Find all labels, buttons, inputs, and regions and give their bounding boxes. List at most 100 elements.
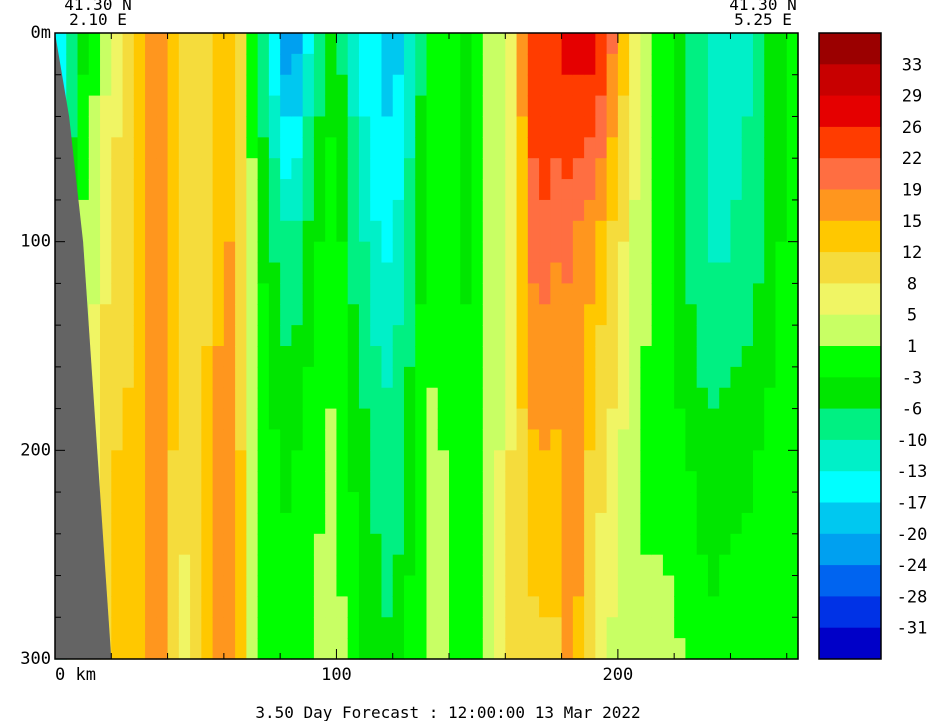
- heatmap-cell: [370, 366, 383, 389]
- heatmap-cell: [100, 95, 112, 118]
- heatmap-cell: [77, 199, 90, 222]
- heatmap-cell: [471, 450, 484, 472]
- heatmap-cell: [516, 596, 529, 618]
- heatmap-cell: [223, 638, 236, 660]
- heatmap-cell: [223, 387, 236, 410]
- heatmap-cell: [190, 471, 202, 493]
- heatmap-cell: [426, 220, 439, 243]
- heatmap-cell: [201, 53, 214, 76]
- heatmap-cell: [662, 241, 675, 264]
- heatmap-cell: [617, 408, 630, 431]
- heatmap-cell: [449, 387, 461, 410]
- heatmap-cell: [88, 325, 101, 347]
- heatmap-cell: [527, 533, 540, 556]
- heatmap-cell: [280, 450, 293, 472]
- heatmap-cell: [235, 346, 247, 368]
- heatmap-cell: [651, 283, 664, 305]
- heatmap-cell: [100, 304, 112, 326]
- heatmap-cell: [167, 304, 180, 326]
- heatmap-cell: [111, 575, 124, 597]
- heatmap-cell: [415, 158, 428, 180]
- heatmap-cell: [539, 492, 551, 514]
- heatmap-cell: [606, 158, 619, 180]
- heatmap-cell: [741, 137, 754, 159]
- heatmap-cell: [268, 325, 281, 347]
- heatmap-cell: [651, 471, 664, 493]
- heatmap-cell: [190, 429, 202, 451]
- heatmap-cell: [302, 450, 315, 472]
- heatmap-cell: [280, 304, 293, 326]
- heatmap-cell: [212, 617, 225, 639]
- heatmap-cell: [257, 638, 270, 660]
- heatmap-cell: [190, 450, 202, 472]
- heatmap-cell: [381, 74, 394, 97]
- heatmap-cell: [370, 575, 383, 597]
- heatmap-cell: [100, 137, 112, 159]
- heatmap-cell: [88, 179, 101, 201]
- heatmap-cell: [584, 137, 596, 159]
- heatmap-cell: [494, 325, 506, 347]
- heatmap-cell: [347, 429, 360, 451]
- heatmap-cell: [752, 533, 765, 556]
- heatmap-cell: [77, 74, 90, 97]
- heatmap-cell: [460, 554, 473, 577]
- heatmap-cell: [651, 346, 664, 368]
- heatmap-cell: [325, 346, 338, 368]
- heatmap-cell: [336, 533, 349, 556]
- y-tick-label: 200: [20, 440, 51, 460]
- heatmap-cell: [190, 366, 202, 389]
- heatmap-cell: [662, 199, 675, 222]
- heatmap-cell: [584, 158, 596, 180]
- heatmap-cell: [415, 325, 428, 347]
- colorbar-swatch: [819, 95, 881, 128]
- heatmap-cell: [460, 95, 473, 118]
- heatmap-cell: [190, 33, 202, 55]
- heatmap-cell: [190, 408, 202, 431]
- heatmap-cell: [167, 158, 180, 180]
- heatmap-cell: [280, 158, 293, 180]
- heatmap-cell: [291, 346, 304, 368]
- heatmap-cell: [190, 387, 202, 410]
- heatmap-cell: [167, 53, 180, 76]
- heatmap-cell: [246, 241, 259, 264]
- heatmap-cell: [347, 471, 360, 493]
- heatmap-cell: [685, 137, 698, 159]
- heatmap-cell: [505, 366, 518, 389]
- heatmap-cell: [539, 533, 551, 556]
- heatmap-cell: [223, 366, 236, 389]
- heatmap-cell: [707, 179, 720, 201]
- heatmap-cell: [516, 638, 529, 660]
- heatmap-cell: [539, 74, 551, 97]
- heatmap-cell: [201, 408, 214, 431]
- forecast-subtitle: 3.50 Day Forecast : 12:00:00 13 Mar 2022: [255, 703, 640, 721]
- heatmap-cell: [595, 220, 608, 243]
- heatmap-cell: [133, 492, 146, 514]
- heatmap-cell: [381, 575, 394, 597]
- heatmap-cell: [730, 617, 743, 639]
- heatmap-cell: [449, 241, 461, 264]
- heatmap-cell: [629, 137, 641, 159]
- heatmap-cell: [268, 554, 281, 577]
- heatmap-cell: [257, 283, 270, 305]
- heatmap-cell: [66, 53, 79, 76]
- heatmap-cell: [764, 366, 777, 389]
- heatmap-cell: [561, 492, 574, 514]
- heatmap-cell: [471, 533, 484, 556]
- heatmap-cell: [392, 554, 405, 577]
- heatmap-cell: [358, 283, 371, 305]
- heatmap-cell: [572, 408, 585, 431]
- heatmap-cell: [392, 617, 405, 639]
- heatmap-cell: [516, 366, 529, 389]
- heatmap-cell: [606, 492, 619, 514]
- heatmap-cell: [167, 220, 180, 243]
- heatmap-cell: [674, 471, 687, 493]
- heatmap-cell: [403, 220, 416, 243]
- heatmap-cell: [505, 471, 518, 493]
- heatmap-cell: [617, 575, 630, 597]
- colorbar-label: -28: [897, 587, 928, 607]
- heatmap-cell: [640, 220, 653, 243]
- heatmap-cell: [516, 241, 529, 264]
- heatmap-cell: [584, 617, 596, 639]
- heatmap-cell: [764, 512, 777, 535]
- heatmap-cell: [280, 471, 293, 493]
